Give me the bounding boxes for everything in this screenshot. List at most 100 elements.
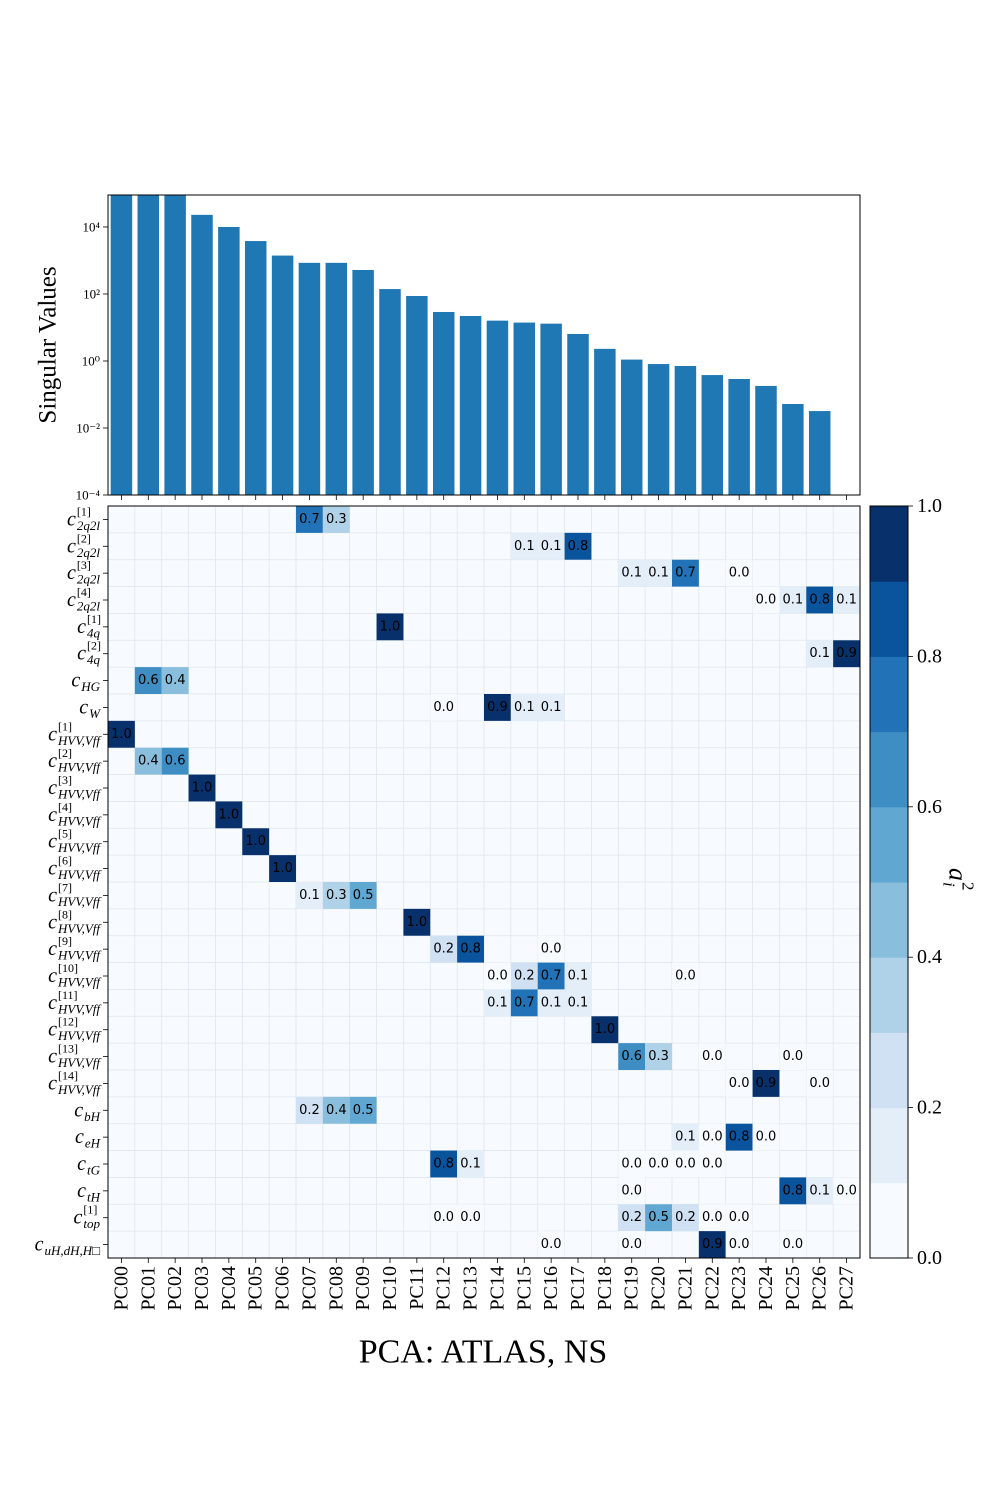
x-tick-label: PC09 <box>352 1266 374 1310</box>
cell-label: 0.2 <box>433 942 454 957</box>
cell <box>698 1123 726 1151</box>
cell-label: 0.6 <box>138 673 159 688</box>
cell <box>484 694 511 721</box>
cell-label: 0.8 <box>568 539 589 554</box>
cell-label: 0.3 <box>326 888 347 903</box>
cell-label: 0.1 <box>299 888 320 903</box>
row-label-sup: [6] <box>58 854 72 868</box>
cell-label: 0.6 <box>165 754 186 769</box>
x-tick-label: PC01 <box>137 1266 159 1310</box>
row-label-sub: HVV,Vff <box>57 1001 102 1016</box>
cell-label: 1.0 <box>192 781 213 796</box>
cell-label: 0.1 <box>487 995 508 1010</box>
row-label-sub: tH <box>87 1189 101 1204</box>
colorbar-tick-label: 0.4 <box>917 946 942 968</box>
cell <box>161 747 189 775</box>
y-tick-label: 10⁻² <box>76 420 100 435</box>
cell <box>833 586 860 614</box>
bar <box>379 289 401 495</box>
cell-label: 0.0 <box>702 1157 723 1172</box>
x-tick-label: PC04 <box>218 1266 240 1310</box>
cell <box>161 667 189 694</box>
cell <box>188 774 216 802</box>
cell-label: 0.0 <box>702 1130 723 1145</box>
row-label-sup: [1] <box>83 1203 97 1217</box>
x-tick-label: PC11 <box>406 1266 428 1310</box>
row-label-base: c <box>79 696 88 718</box>
cell-label: 0.2 <box>514 969 535 984</box>
row-label-sub: bH <box>84 1109 101 1124</box>
bar <box>540 323 562 495</box>
row-label-sup: [2] <box>58 746 72 760</box>
cell-label: 0.8 <box>460 942 481 957</box>
cell <box>510 962 538 990</box>
cell-label: 0.0 <box>729 1237 750 1252</box>
cell-label: 0.0 <box>783 1049 804 1064</box>
cell <box>457 1204 484 1232</box>
bar <box>567 333 589 495</box>
cell <box>537 694 565 721</box>
cell <box>618 1150 646 1178</box>
cell <box>618 1204 646 1232</box>
bar <box>782 404 804 495</box>
cell-label: 0.0 <box>433 700 454 715</box>
x-tick-label: PC07 <box>298 1266 320 1310</box>
row-label-sub: HVV,Vff <box>57 867 102 882</box>
cell-label: 0.0 <box>756 1130 777 1145</box>
cell-label: 0.1 <box>809 1183 830 1198</box>
bar <box>191 214 213 495</box>
row-label-sup: [5] <box>58 827 72 841</box>
row-label-sup: [4] <box>58 800 72 814</box>
row-label-sup: [3] <box>58 773 72 787</box>
colorbar-segment <box>870 656 908 733</box>
cell <box>322 882 350 909</box>
colorbar-label-base: a <box>944 868 973 881</box>
row-label-sub: HVV,Vff <box>57 921 102 936</box>
row-label-sup: [1] <box>58 719 72 733</box>
cell <box>242 828 270 856</box>
axes-frame <box>107 194 861 496</box>
cell-label: 0.1 <box>836 593 857 608</box>
cell-label: 0.9 <box>702 1237 723 1252</box>
x-tick-label: PC20 <box>648 1266 670 1310</box>
row-label-base: c <box>67 535 76 557</box>
cell <box>484 962 511 990</box>
row-label-base: c <box>67 508 76 530</box>
cell-label: 0.1 <box>568 995 589 1010</box>
row-label-sub: 2q2l <box>77 599 101 614</box>
cell <box>698 1150 726 1178</box>
bar <box>701 375 724 495</box>
cell <box>403 908 431 936</box>
cell <box>215 801 243 829</box>
row-label-base: c <box>48 1072 57 1094</box>
cell-label: 0.2 <box>299 1103 320 1118</box>
cell-label: 0.0 <box>460 1210 481 1225</box>
row-label-sub: tG <box>87 1163 101 1178</box>
cell-label: 0.1 <box>648 566 669 581</box>
x-tick-label: PC24 <box>755 1266 777 1310</box>
row-label-sup: [13] <box>58 1042 78 1056</box>
row-label-sub: uH,dH,H□ <box>44 1243 100 1258</box>
x-tick-label: PC18 <box>594 1266 616 1310</box>
cell <box>672 962 699 990</box>
cell-label: 0.5 <box>648 1210 669 1225</box>
bar <box>298 262 321 495</box>
cell <box>672 1123 699 1151</box>
row-label-base: c <box>48 1046 57 1068</box>
row-label-sub: 2q2l <box>77 545 101 560</box>
cell-label: 0.1 <box>783 593 804 608</box>
cell <box>430 1150 458 1178</box>
y-axis-label: Singular Values <box>35 266 62 423</box>
cell-label: 0.9 <box>836 646 857 661</box>
colorbar-tick-label: 1.0 <box>917 495 942 517</box>
row-label-sub: HVV,Vff <box>57 894 102 909</box>
row-label-sup: [8] <box>58 907 72 921</box>
bar <box>352 269 374 495</box>
bar <box>244 241 267 495</box>
cell <box>645 1043 672 1070</box>
x-tick-label: PC10 <box>379 1266 401 1310</box>
cell-label: 0.8 <box>729 1130 750 1145</box>
row-label-sup: [12] <box>58 1015 78 1029</box>
cell-label: 0.0 <box>433 1210 454 1225</box>
cell <box>134 667 162 694</box>
